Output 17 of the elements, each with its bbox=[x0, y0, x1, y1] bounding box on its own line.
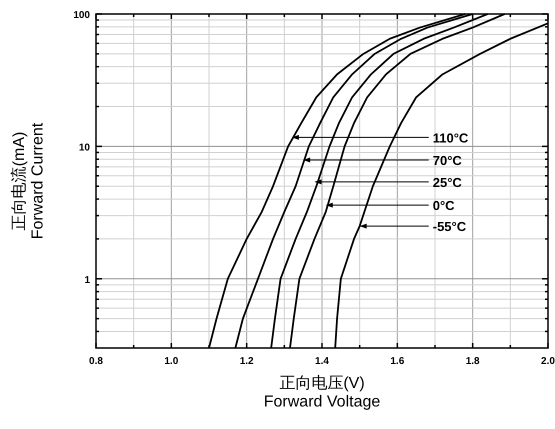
x-tick-label: 1.4 bbox=[315, 356, 330, 367]
x-axis-title: 正向电压(V) Forward Voltage bbox=[264, 374, 380, 410]
y-tick-label: 1 bbox=[84, 274, 90, 286]
annotation: 110°C bbox=[432, 130, 469, 146]
y-axis-title: 正向电流(mA) Forward Current bbox=[10, 122, 46, 240]
annotation: -55°C bbox=[432, 219, 467, 234]
annotation: 0°C bbox=[432, 198, 456, 214]
annotation: 70°C bbox=[432, 152, 462, 168]
x-tick-label: 1.6 bbox=[390, 356, 405, 367]
y-tick-label: 100 bbox=[73, 10, 90, 21]
x-tick-label: 1.2 bbox=[240, 356, 254, 367]
x-tick-label: 2.0 bbox=[541, 356, 555, 367]
x-tick-label: 0.8 bbox=[89, 356, 104, 367]
x-tick-label: 1.8 bbox=[466, 356, 480, 367]
annotation: 25°C bbox=[432, 174, 462, 190]
x-tick-label: 1.0 bbox=[164, 356, 179, 367]
y-tick-label: 10 bbox=[78, 142, 90, 154]
